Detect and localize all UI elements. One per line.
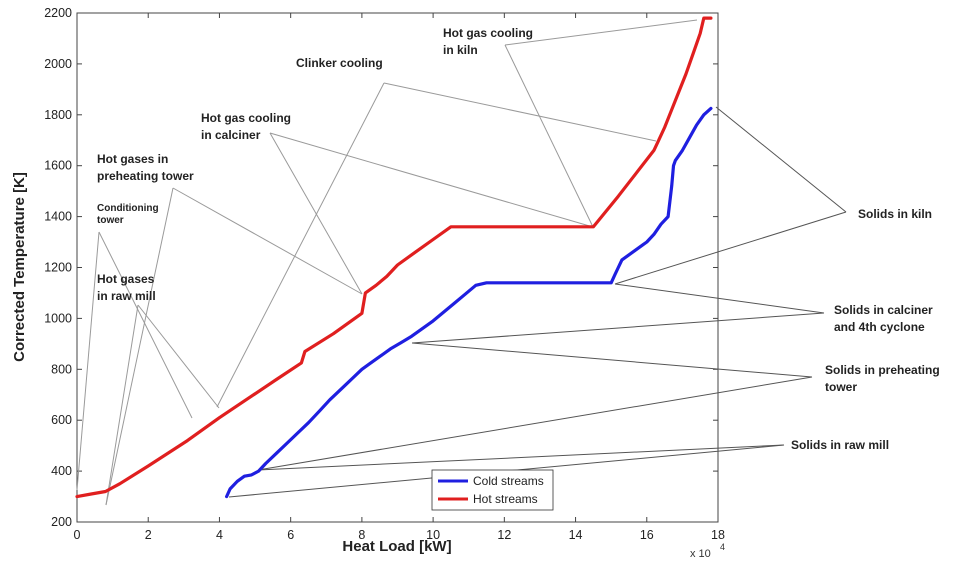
y-tick-label: 800: [51, 362, 72, 376]
x-tick-label: 14: [569, 528, 583, 542]
x-tick-label: 0: [74, 528, 81, 542]
hot-streams-line: [75, 16, 713, 499]
plot-area: [76, 12, 719, 523]
x-tick-label: 2: [145, 528, 152, 542]
x-tick-label: 12: [497, 528, 511, 542]
annotation-leader: [269, 132, 363, 295]
y-axis-ticks: 200 400 600 800 1000 1200 1400 1600 1800 2000 2200: [44, 6, 718, 529]
annotation-leader: [216, 82, 385, 408]
annotation-leader: [383, 82, 657, 142]
annotation-leader: [76, 231, 100, 491]
annotation-label: Hot gas cooling in calciner: [201, 111, 291, 142]
annotation-leader: [715, 106, 847, 213]
annotation-label: Solids in calciner and 4th cyclone: [834, 303, 933, 334]
x-tick-label: 18: [711, 528, 725, 542]
x-axis-multiplier: x 10: [690, 548, 711, 560]
y-tick-label: 200: [51, 515, 72, 529]
x-axis-ticks: 0 2 4 6 8 10 12 14 16 18: [74, 13, 725, 542]
y-tick-label: 400: [51, 464, 72, 478]
annotation-label: Clinker cooling: [296, 56, 383, 70]
x-tick-label: 6: [287, 528, 294, 542]
y-tick-label: 1800: [44, 108, 72, 122]
annotation-leader: [614, 283, 825, 314]
annotation-label: Conditioning tower: [97, 203, 159, 226]
y-tick-label: 1200: [44, 261, 72, 275]
annotation-leader: [257, 376, 813, 471]
annotation-leader: [98, 231, 193, 419]
annotations: Hot gas cooling in kiln Clinker cooling Hot…: [97, 26, 940, 452]
annotation-label: Solids in raw mill: [791, 438, 889, 452]
x-axis-label: Heat Load [kW]: [342, 538, 451, 555]
annotation-leader: [172, 187, 363, 295]
y-tick-label: 2200: [44, 6, 72, 20]
annotation-leader: [105, 304, 139, 506]
legend-label-hot: Hot streams: [473, 492, 538, 506]
series-group: [75, 16, 713, 499]
y-tick-label: 1400: [44, 210, 72, 224]
x-tick-label: 4: [216, 528, 223, 542]
y-tick-label: 2000: [44, 57, 72, 71]
annotation-label: Hot gases in raw mill: [97, 272, 156, 303]
annotation-leader: [411, 342, 813, 378]
annotation-leader: [614, 211, 847, 285]
legend: Cold streams Hot streams: [431, 469, 554, 511]
annotation-leader: [504, 44, 594, 228]
annotation-leader: [257, 444, 785, 471]
annotation-label: Solids in kiln: [858, 207, 932, 221]
annotation-leader: [504, 19, 698, 46]
legend-label-cold: Cold streams: [473, 474, 544, 488]
annotation-leader: [411, 312, 825, 344]
y-tick-label: 600: [51, 413, 72, 427]
cold-streams-line: [225, 106, 713, 499]
annotation-label: Hot gas cooling in kiln: [443, 26, 533, 57]
annotation-label: Hot gases in preheating tower: [97, 152, 194, 183]
annotation-leader: [269, 132, 594, 228]
legend-box: [431, 469, 554, 511]
annotation-leader: [105, 187, 174, 506]
x-tick-label: 16: [640, 528, 654, 542]
x-tick-label: 10: [426, 528, 440, 542]
y-tick-label: 1000: [44, 311, 72, 325]
y-axis-label: Corrected Temperature [K]: [11, 172, 28, 362]
annotation-leader: [137, 304, 220, 409]
x-tick-label: 8: [358, 528, 365, 542]
x-axis-multiplier-exponent: 4: [720, 542, 725, 552]
annotation-label: Solids in preheating tower: [825, 363, 940, 394]
y-tick-label: 1600: [44, 159, 72, 173]
